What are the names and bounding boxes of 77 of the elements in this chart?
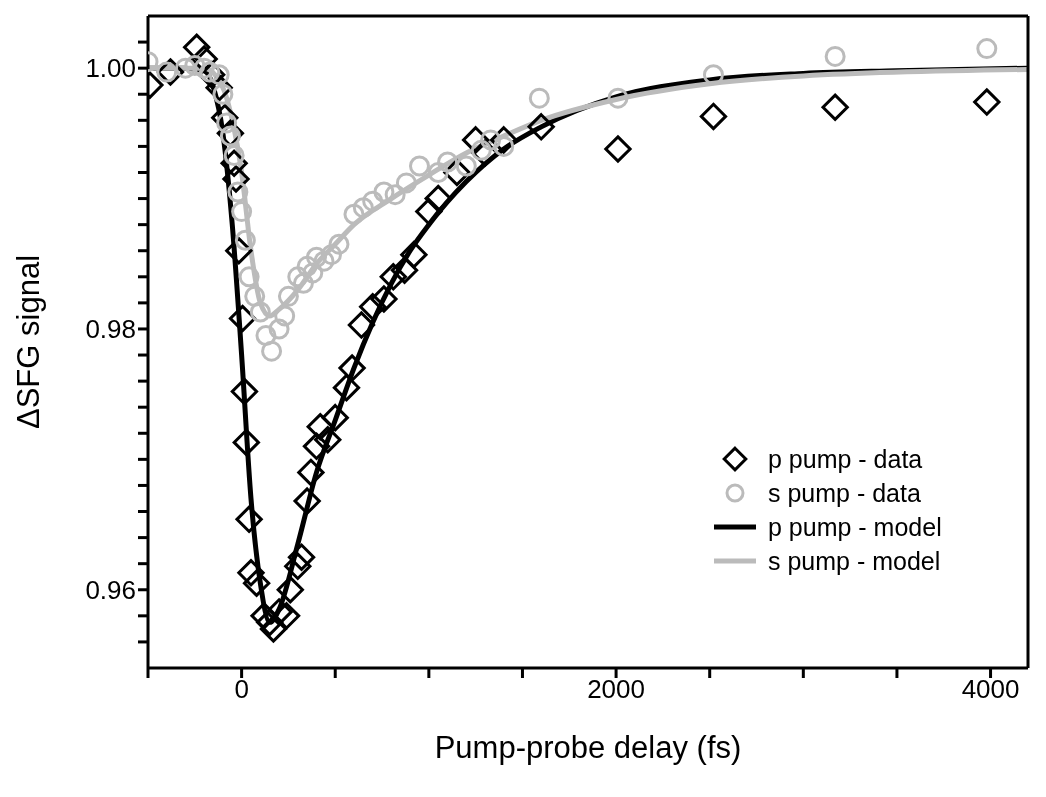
point (277, 285, 299, 307)
point (287, 266, 309, 288)
point (174, 57, 196, 79)
point (821, 93, 849, 121)
legend-label: s pump - data (768, 478, 921, 509)
x-axis-title: Pump-probe delay (fs) (434, 730, 742, 765)
point (338, 354, 366, 382)
point (225, 237, 253, 265)
point (370, 285, 398, 313)
point (302, 262, 324, 284)
y-tick-label: 0.96 (85, 574, 136, 605)
legend-label: s pump - model (768, 546, 941, 577)
point (528, 87, 550, 109)
point (343, 203, 365, 225)
point (287, 543, 316, 571)
point (265, 598, 293, 626)
y-tick-label: 0.98 (85, 314, 136, 345)
point (230, 377, 259, 406)
point (293, 487, 321, 515)
point (359, 293, 387, 321)
point (424, 184, 452, 213)
y-tick-label: 1.00 (85, 53, 136, 84)
legend-label: p pump - model (768, 512, 942, 543)
point (306, 246, 328, 268)
point (408, 155, 430, 177)
point (255, 324, 277, 346)
point (272, 602, 301, 630)
point (400, 240, 428, 269)
point (395, 172, 417, 194)
point (231, 201, 253, 223)
point (220, 149, 248, 177)
point (332, 373, 361, 402)
point (824, 45, 846, 67)
point (379, 263, 407, 291)
point (362, 190, 384, 212)
point (238, 266, 260, 288)
point (320, 244, 342, 266)
point (976, 38, 998, 60)
point (321, 403, 349, 432)
point (352, 197, 374, 219)
point (259, 615, 288, 643)
point (607, 87, 629, 109)
point (227, 181, 249, 203)
point (527, 113, 555, 141)
point (427, 161, 449, 183)
point (313, 250, 335, 272)
point (373, 181, 395, 203)
y-axis-title: ΔSFG signal (11, 254, 47, 430)
point (480, 129, 502, 151)
point (237, 559, 265, 587)
point (306, 413, 334, 441)
x-tick-label: 0 (234, 674, 249, 705)
point (268, 318, 290, 340)
point (261, 340, 283, 362)
point (235, 505, 263, 533)
point (302, 432, 331, 460)
point (292, 272, 314, 294)
legend-label: p pump - data (768, 444, 923, 475)
point (297, 458, 325, 487)
point (276, 576, 304, 604)
point (232, 428, 260, 457)
point (284, 552, 312, 580)
point (415, 197, 443, 226)
point (314, 426, 342, 454)
point (390, 256, 419, 284)
x-tick-label: 2000 (587, 674, 646, 705)
point (249, 301, 271, 323)
point (347, 311, 376, 339)
point (242, 569, 271, 597)
point (973, 88, 1001, 116)
x-tick-label: 4000 (961, 674, 1020, 705)
point (244, 285, 266, 307)
point (604, 135, 632, 163)
point (328, 233, 350, 255)
point (699, 102, 728, 131)
point (384, 184, 406, 206)
point (274, 305, 296, 327)
